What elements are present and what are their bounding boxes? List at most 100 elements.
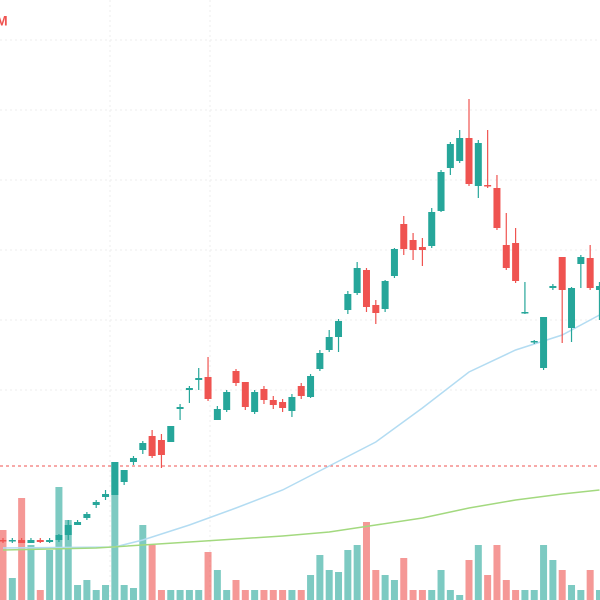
volume-bar (223, 590, 231, 600)
candle-body (139, 443, 147, 450)
candle-body (372, 305, 380, 313)
candle-body (502, 245, 510, 268)
volume-bar (297, 590, 305, 600)
volume-bar (167, 590, 175, 600)
candle-body (27, 540, 35, 543)
candle-body (241, 382, 249, 407)
candle-body (279, 402, 287, 408)
volume-bar (195, 590, 203, 600)
candle-body (260, 389, 268, 400)
volume-bar (232, 580, 240, 600)
volume-bar (512, 590, 520, 600)
volume-bar (474, 545, 482, 600)
candle-body (362, 270, 370, 307)
volume-bar (493, 545, 501, 600)
candle-body (46, 540, 54, 542)
volume-bar (530, 590, 538, 600)
candle-body (400, 224, 408, 249)
candle-body (213, 409, 221, 420)
candle-body (0, 540, 7, 542)
candle-body (223, 392, 231, 410)
volume-bar (521, 590, 529, 600)
candle-body (55, 535, 63, 540)
volume-bar (540, 545, 548, 600)
candle-body (568, 288, 576, 328)
candle-body (558, 257, 566, 290)
candle-body (8, 540, 16, 542)
candle-body (64, 525, 72, 535)
candle-body (335, 321, 343, 337)
candle-body (595, 286, 600, 290)
candle-body (446, 144, 454, 168)
volume-bar (260, 590, 268, 600)
candle-body (316, 353, 324, 369)
volume-bar (251, 590, 259, 600)
candle-body (586, 258, 594, 288)
volume-bar (409, 590, 417, 600)
volume-bar (390, 580, 398, 600)
candle-body (465, 138, 473, 184)
volume-bar (36, 590, 44, 600)
volume-bar (400, 558, 408, 600)
volume-bar (111, 462, 119, 600)
volume-bar (568, 585, 576, 600)
candle-body (185, 388, 193, 390)
volume-bar (55, 487, 63, 600)
volume-bar (586, 570, 594, 600)
candle-body (474, 143, 482, 186)
volume-bar (465, 560, 473, 600)
volume-bar (502, 580, 510, 600)
candle-body (120, 470, 128, 482)
candle-body (428, 212, 436, 246)
volume-bar (102, 585, 110, 600)
candle-body (418, 247, 426, 250)
volume-bar (241, 590, 249, 600)
candle-body (288, 397, 296, 411)
volume-bar (148, 545, 156, 600)
moving-average (2, 314, 600, 549)
candle-body (167, 426, 175, 442)
candle-body (269, 400, 277, 405)
volume-bar (428, 590, 436, 600)
volume-bar (446, 590, 454, 600)
volume-bar (74, 585, 82, 600)
volume-bar (92, 590, 100, 600)
candle-body (83, 514, 91, 518)
candle-body (92, 502, 100, 505)
candle-body (409, 240, 417, 250)
volume-bar (381, 575, 389, 600)
candle-body (456, 138, 464, 161)
candle-body (176, 407, 184, 409)
volume-bar (176, 590, 184, 600)
candle-body (102, 494, 110, 497)
candle-body (148, 436, 156, 456)
candle-body (353, 268, 361, 293)
candle-body (390, 249, 398, 276)
candle-body (512, 243, 520, 281)
volume-bar (577, 590, 585, 600)
volume-bar (8, 578, 16, 600)
candle-body (577, 257, 585, 264)
volume-bar (484, 575, 492, 600)
candle-body (381, 281, 389, 309)
volume-bar (335, 572, 343, 600)
candle-body (521, 312, 529, 314)
candle-body (307, 376, 315, 397)
volume-bar (213, 570, 221, 600)
candle-body (530, 341, 538, 343)
candle-body (36, 540, 44, 542)
candle-body (74, 522, 82, 525)
volume-bar (288, 590, 296, 600)
candle-body (540, 317, 548, 368)
volume-bar (418, 590, 426, 600)
candle-body (297, 386, 305, 396)
volume-bar (362, 522, 370, 600)
volume-bar (129, 588, 137, 600)
volume-bar (185, 590, 193, 600)
volume-bar (46, 550, 54, 600)
volume-bar (456, 595, 464, 600)
candle-body (232, 371, 240, 383)
